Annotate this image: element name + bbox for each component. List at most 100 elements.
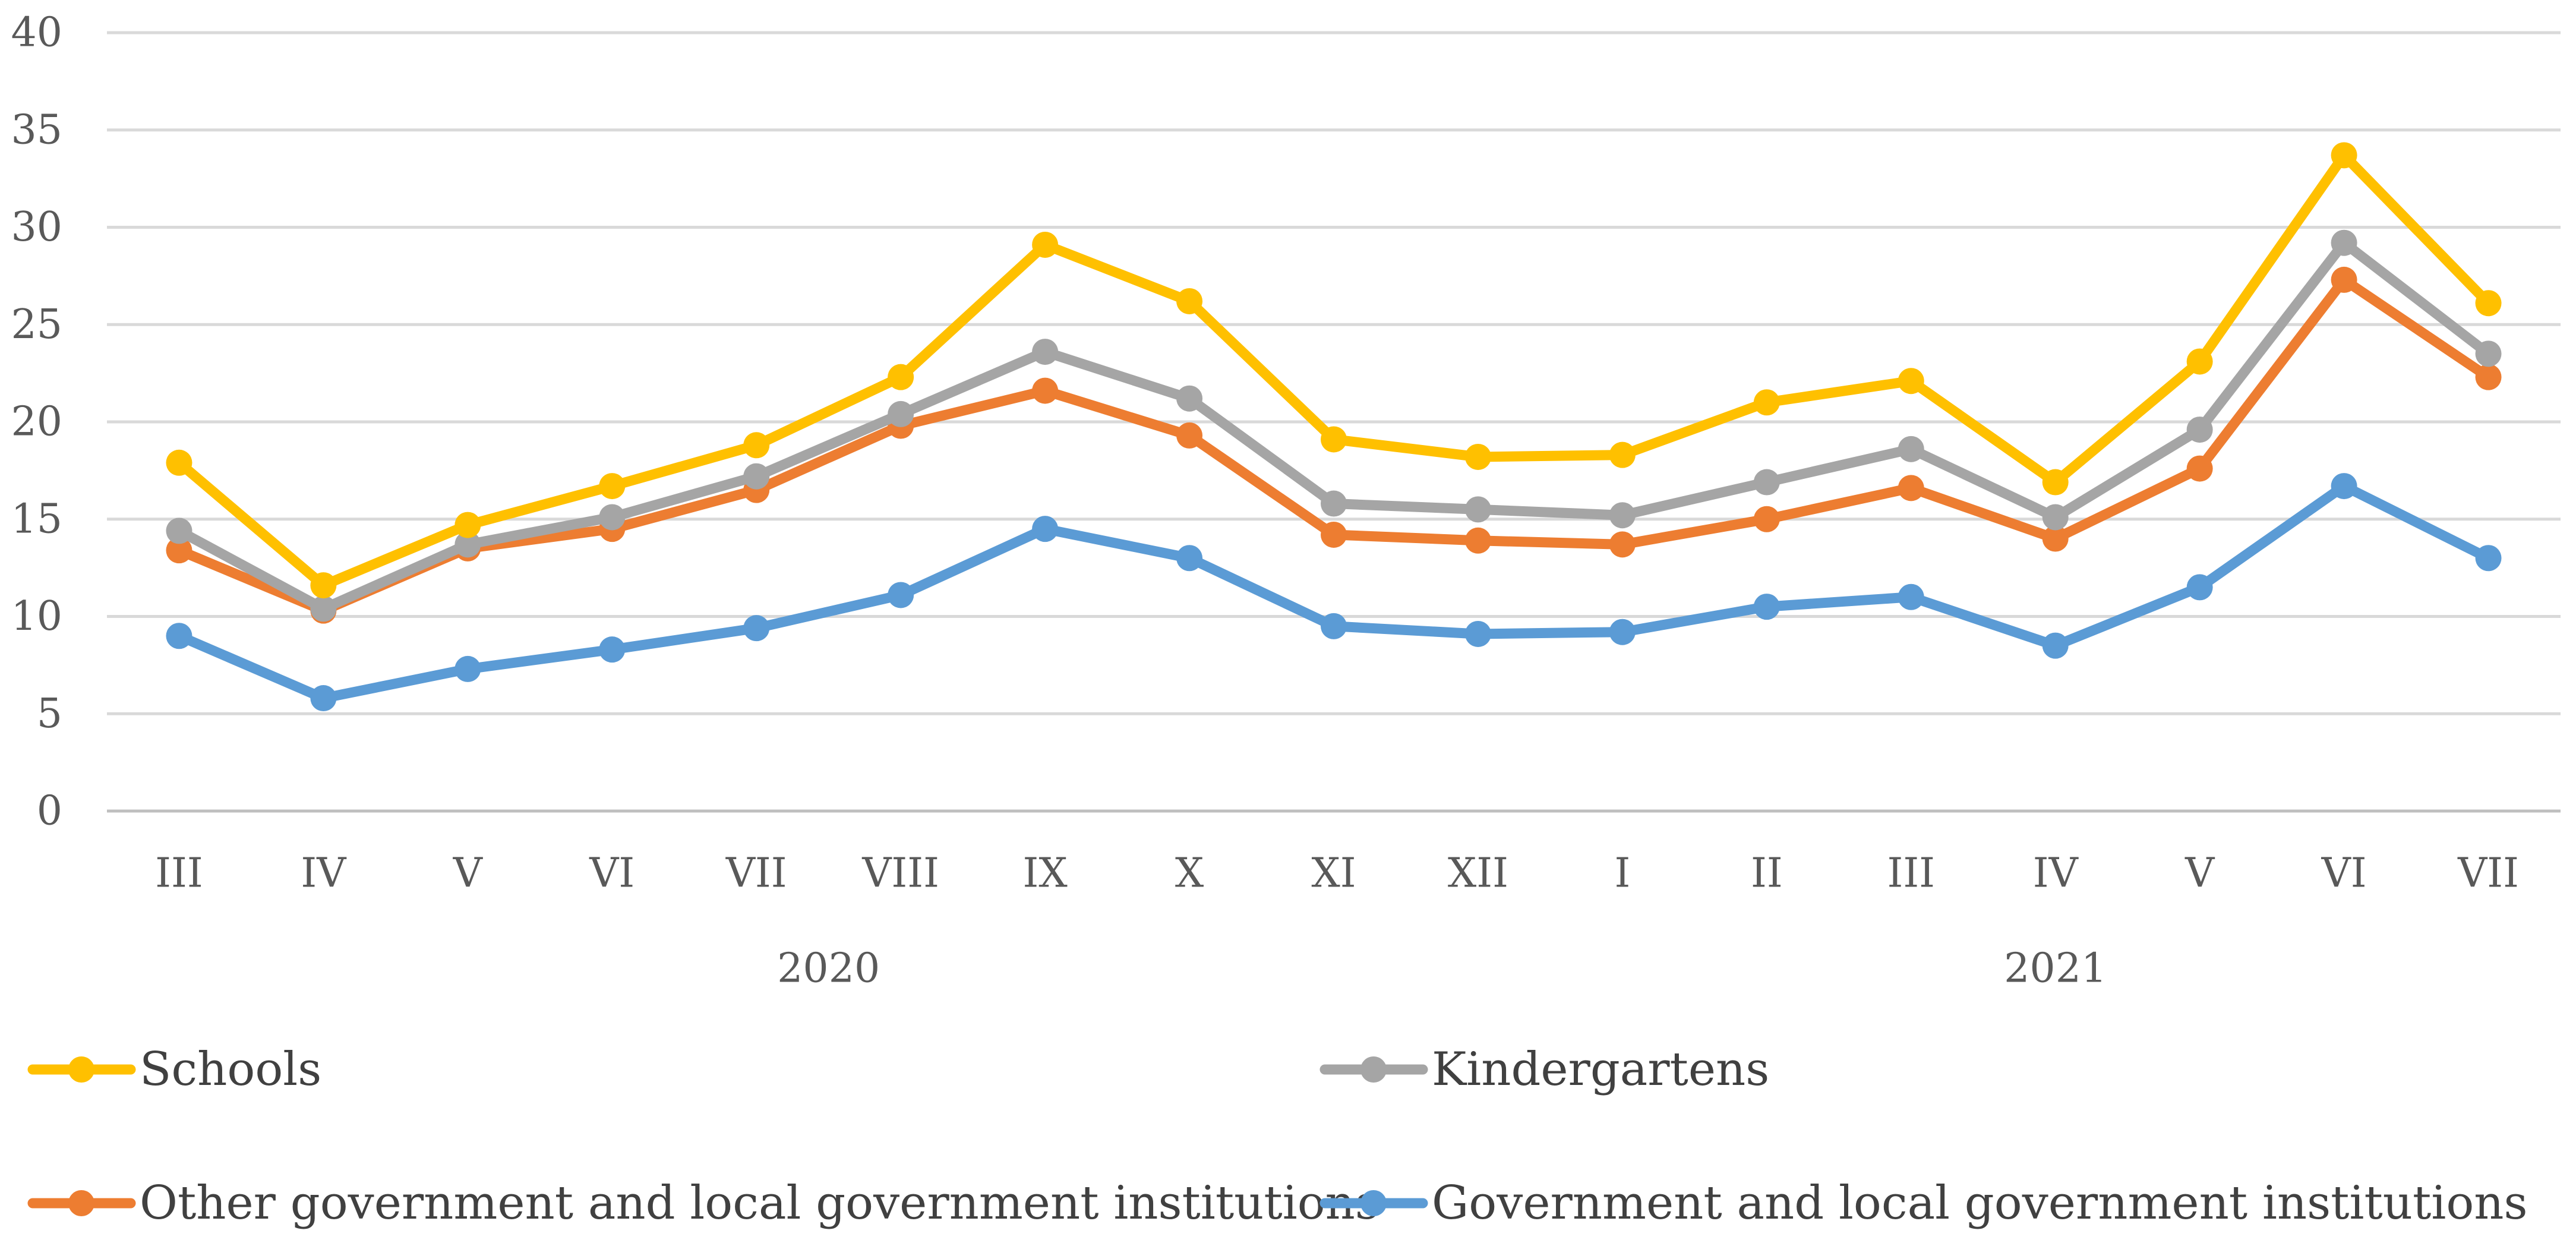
legend-item-schools: Schools xyxy=(27,1043,321,1096)
data-point-kindergartens xyxy=(1753,469,1780,496)
x-tick-label: IV xyxy=(301,850,347,897)
x-tick-label: VII xyxy=(725,850,787,897)
x-tick-label: II xyxy=(1751,850,1783,897)
data-point-other-government-and-local-government-institutions xyxy=(2475,364,2502,390)
data-point-other-government-and-local-government-institutions xyxy=(1898,475,1924,501)
data-point-other-government-and-local-government-institutions xyxy=(166,537,192,564)
year-group-labels: 2020 2021 xyxy=(777,945,2107,992)
data-point-schools xyxy=(2186,348,2213,375)
x-tick-label: IX xyxy=(1022,850,1068,897)
legend-label: Schools xyxy=(140,1043,321,1096)
data-point-schools xyxy=(2475,290,2502,317)
data-point-kindergartens xyxy=(1032,339,1059,365)
data-point-government-and-local-government-institutions xyxy=(1176,545,1203,572)
data-point-government-and-local-government-institutions xyxy=(454,655,481,682)
data-point-kindergartens xyxy=(1898,436,1924,462)
x-tick-label: VII xyxy=(2457,850,2519,897)
legend: Schools Kindergartens Other government and… xyxy=(27,1043,2528,1230)
series-government-and-local-government-institutions xyxy=(166,473,2502,712)
y-tick-label: 5 xyxy=(37,690,62,737)
data-point-other-government-and-local-government-institutions xyxy=(2331,266,2357,293)
legend-label: Other government and local government in… xyxy=(140,1176,1379,1230)
data-point-schools xyxy=(888,364,914,390)
data-point-kindergartens xyxy=(1609,502,1636,529)
data-point-other-government-and-local-government-institutions xyxy=(1176,422,1203,449)
data-point-schools xyxy=(2331,142,2357,169)
data-point-other-government-and-local-government-institutions xyxy=(1032,377,1059,404)
y-tick-label: 20 xyxy=(11,399,62,446)
data-point-other-government-and-local-government-institutions xyxy=(1464,527,1491,554)
x-tick-label: IV xyxy=(2033,850,2079,897)
y-tick-label: 40 xyxy=(11,10,62,56)
y-axis-ticks: 0 5 10 15 20 25 30 35 40 xyxy=(11,10,62,835)
data-point-kindergartens xyxy=(1176,385,1203,412)
y-tick-label: 15 xyxy=(11,496,62,542)
data-point-kindergartens xyxy=(599,504,626,531)
x-tick-label: I xyxy=(1614,850,1630,897)
x-group-label-2021: 2021 xyxy=(2004,945,2107,992)
data-point-kindergartens xyxy=(888,400,914,427)
legend-marker-dot xyxy=(68,1190,94,1216)
y-tick-label: 0 xyxy=(37,788,62,835)
x-tick-label: V xyxy=(453,850,484,897)
data-point-government-and-local-government-institutions xyxy=(1464,620,1491,647)
data-point-government-and-local-government-institutions xyxy=(743,615,770,642)
data-point-government-and-local-government-institutions xyxy=(1753,594,1780,620)
data-point-government-and-local-government-institutions xyxy=(2042,632,2069,659)
legend-marker-dot xyxy=(1360,1190,1387,1216)
data-point-schools xyxy=(1898,368,1924,395)
data-point-government-and-local-government-institutions xyxy=(1032,516,1059,542)
data-point-government-and-local-government-institutions xyxy=(2475,545,2502,572)
data-point-schools xyxy=(1609,441,1636,468)
series-line-kindergartens xyxy=(173,238,2494,614)
data-point-schools xyxy=(743,432,770,459)
series-layer xyxy=(166,142,2502,712)
data-point-schools xyxy=(1321,426,1347,453)
y-tick-label: 35 xyxy=(11,106,62,153)
data-point-schools xyxy=(2042,469,2069,496)
data-point-schools xyxy=(1032,231,1059,258)
data-point-schools xyxy=(310,572,337,599)
data-point-schools xyxy=(1176,288,1203,314)
x-axis-ticks: III IV V VI VII VIII IX X XI XII I II III IV V VI VII xyxy=(155,850,2519,897)
legend-marker-dot xyxy=(1360,1056,1387,1083)
x-tick-label: XI xyxy=(1311,850,1356,897)
legend-item-government-and-local-government-institutions: Government and local government institut… xyxy=(1319,1176,2528,1230)
data-point-government-and-local-government-institutions xyxy=(2331,473,2357,500)
series-schools xyxy=(166,142,2502,599)
x-tick-label: III xyxy=(1887,850,1935,897)
series-kindergartens xyxy=(166,229,2502,622)
x-group-label-2020: 2020 xyxy=(777,945,880,992)
x-tick-label: VIII xyxy=(861,850,939,897)
data-point-other-government-and-local-government-institutions xyxy=(1753,506,1780,532)
legend-item-other-government-and-local-government-institutions: Other government and local government in… xyxy=(27,1176,1379,1230)
data-point-schools xyxy=(1464,443,1491,470)
data-point-other-government-and-local-government-institutions xyxy=(1609,531,1636,558)
data-point-government-and-local-government-institutions xyxy=(1321,613,1347,639)
data-point-schools xyxy=(166,449,192,476)
x-tick-label: X xyxy=(1175,850,1204,897)
data-point-government-and-local-government-institutions xyxy=(1609,619,1636,645)
data-point-government-and-local-government-institutions xyxy=(2186,574,2213,601)
data-point-kindergartens xyxy=(2042,504,2069,531)
data-point-government-and-local-government-institutions xyxy=(599,636,626,663)
y-tick-label: 25 xyxy=(11,301,62,348)
data-point-kindergartens xyxy=(2475,340,2502,367)
data-point-kindergartens xyxy=(310,595,337,622)
legend-marker-dot xyxy=(68,1056,94,1083)
data-point-kindergartens xyxy=(1464,496,1491,523)
data-point-government-and-local-government-institutions xyxy=(310,685,337,712)
data-point-government-and-local-government-institutions xyxy=(888,582,914,608)
y-tick-label: 30 xyxy=(11,204,62,251)
data-point-kindergartens xyxy=(2331,229,2357,256)
data-point-kindergartens xyxy=(454,531,481,558)
data-point-kindergartens xyxy=(166,518,192,544)
data-point-kindergartens xyxy=(1321,490,1347,517)
data-point-other-government-and-local-government-institutions xyxy=(2186,455,2213,482)
legend-item-kindergartens: Kindergartens xyxy=(1319,1043,1769,1096)
data-point-schools xyxy=(1753,389,1780,416)
gridlines xyxy=(107,31,2561,813)
data-point-other-government-and-local-government-institutions xyxy=(2042,525,2069,552)
x-tick-label: VI xyxy=(589,850,634,897)
